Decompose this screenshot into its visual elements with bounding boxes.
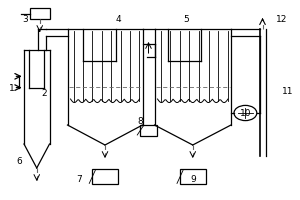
Text: 3: 3: [22, 16, 28, 24]
Text: 4: 4: [116, 16, 121, 24]
Text: 5: 5: [183, 16, 189, 24]
Bar: [140, 125, 157, 136]
Text: 2: 2: [42, 90, 47, 98]
Text: 10: 10: [240, 110, 252, 118]
Bar: [180, 169, 206, 184]
Text: 7: 7: [76, 174, 82, 184]
Bar: [30, 8, 50, 19]
Text: 6: 6: [16, 156, 22, 166]
Text: 8: 8: [137, 117, 143, 127]
Text: 12: 12: [276, 16, 288, 24]
Text: 9: 9: [190, 174, 196, 184]
Text: 1: 1: [9, 84, 15, 93]
Text: 11: 11: [282, 88, 294, 97]
Bar: [92, 169, 118, 184]
